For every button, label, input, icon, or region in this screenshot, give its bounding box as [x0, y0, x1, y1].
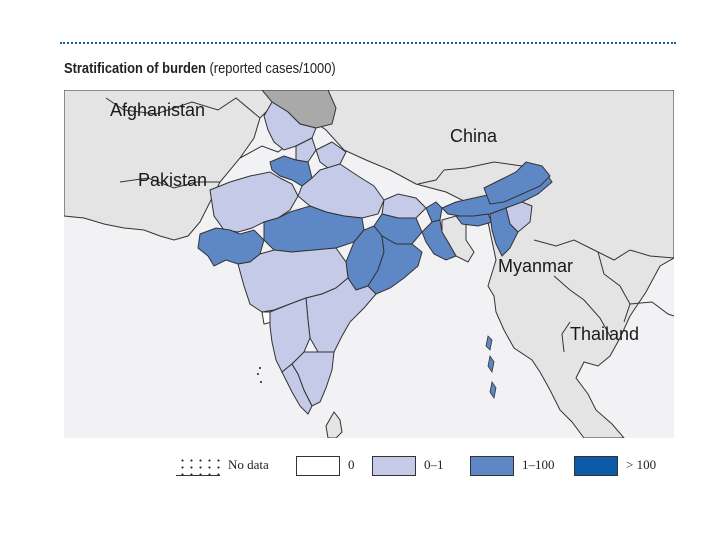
state-west-bengal — [421, 219, 457, 261]
choropleth-map: Afghanistan Pakistan China Myanmar Thail… — [64, 90, 674, 438]
label-pakistan: Pakistan — [138, 170, 207, 190]
map-title: Stratification of burden (reported cases… — [64, 60, 336, 77]
state-orissa — [367, 235, 423, 295]
label-thailand: Thailand — [570, 324, 639, 344]
state-north-bengal — [425, 201, 443, 223]
legend-label-zero: 0 — [348, 457, 355, 472]
sri-lanka — [325, 411, 343, 438]
legend-swatch-low — [372, 456, 416, 476]
legend-label-high: > 100 — [626, 457, 657, 472]
map-legend: No data 0 0–1 1–100 > 100 — [176, 454, 676, 480]
india-states — [197, 90, 553, 415]
label-afghanistan: Afghanistan — [110, 100, 205, 120]
legend-label-low: 0–1 — [424, 457, 444, 472]
label-china: China — [450, 126, 498, 146]
label-myanmar: Myanmar — [498, 256, 573, 276]
map-area: Afghanistan Pakistan China Myanmar Thail… — [64, 90, 674, 438]
legend-swatch-high — [574, 456, 618, 476]
legend-swatch-mid — [470, 456, 514, 476]
legend-label-no-data: No data — [228, 457, 269, 472]
state-mizoram-tripura — [489, 207, 519, 257]
dotted-divider — [60, 42, 676, 44]
state-tamil-nadu — [291, 351, 335, 407]
legend-label-mid: 1–100 — [522, 457, 555, 472]
map-title-units: (reported cases/1000) — [205, 60, 336, 77]
map-title-bold: Stratification of burden — [64, 60, 206, 77]
state-andhra-pradesh — [305, 277, 377, 353]
lakshadweep-islands — [257, 367, 262, 383]
legend-swatch-no-data — [176, 456, 220, 476]
andaman-islands — [485, 335, 497, 400]
state-arunachal — [483, 161, 551, 205]
legend-swatch-zero — [296, 456, 340, 476]
state-himachal — [295, 137, 317, 163]
